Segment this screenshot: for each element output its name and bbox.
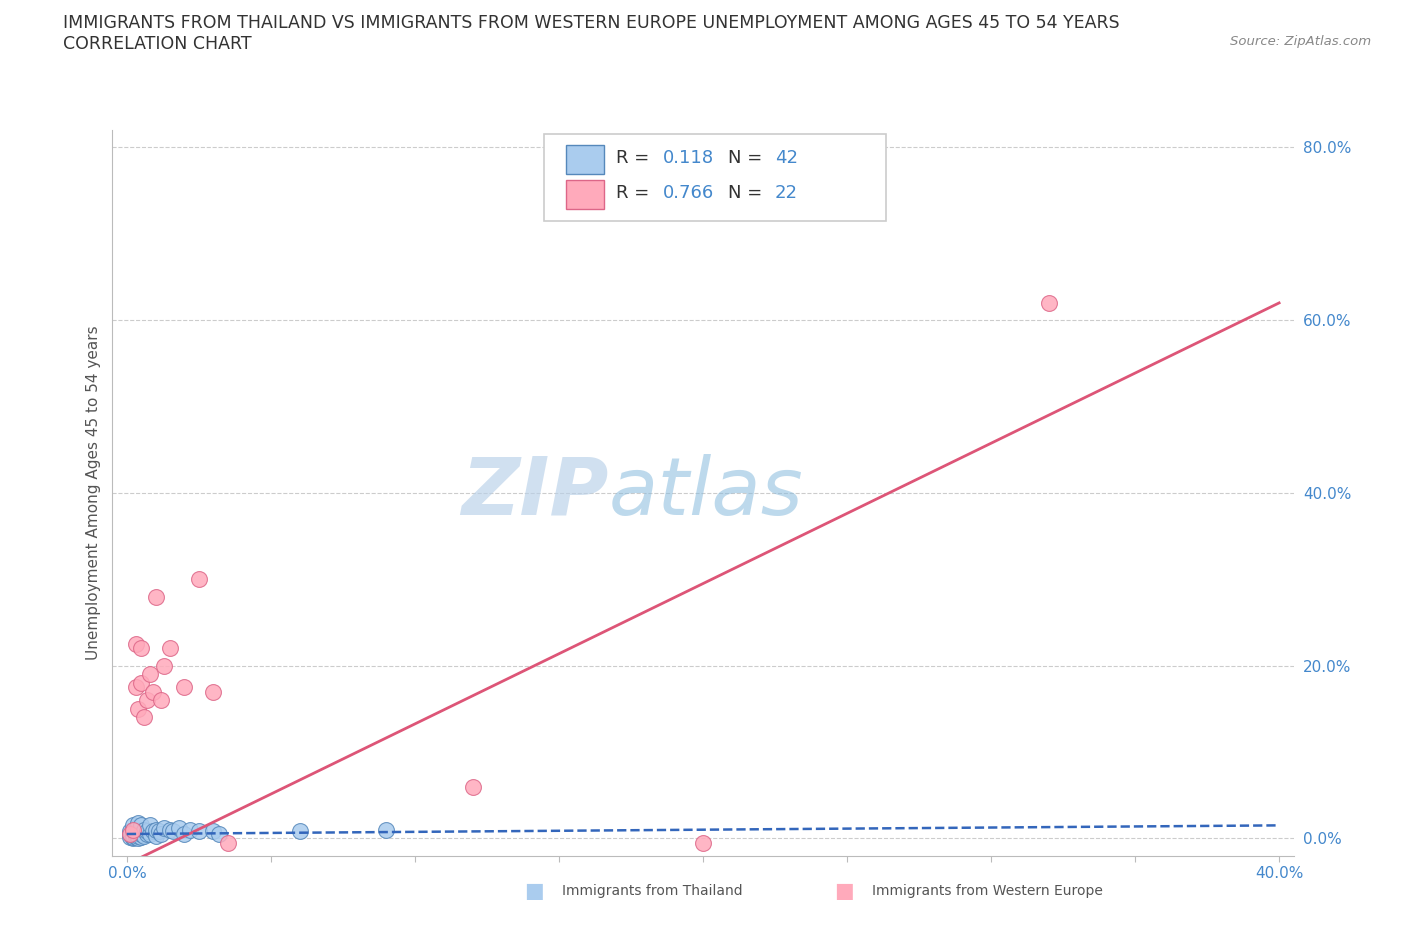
Point bbox=[139, 818, 162, 833]
Point bbox=[129, 827, 152, 842]
Text: ■: ■ bbox=[834, 881, 853, 901]
Point bbox=[124, 827, 146, 842]
Point bbox=[159, 641, 181, 656]
FancyBboxPatch shape bbox=[567, 179, 603, 208]
Y-axis label: Unemployment Among Ages 45 to 54 years: Unemployment Among Ages 45 to 54 years bbox=[86, 326, 101, 660]
Point bbox=[118, 827, 141, 842]
Point bbox=[142, 824, 165, 839]
Point bbox=[145, 589, 167, 604]
Point bbox=[127, 830, 149, 845]
Text: R =: R = bbox=[616, 149, 655, 166]
Point bbox=[129, 818, 152, 833]
Point bbox=[1038, 296, 1060, 311]
Text: IMMIGRANTS FROM THAILAND VS IMMIGRANTS FROM WESTERN EUROPE UNEMPLOYMENT AMONG AG: IMMIGRANTS FROM THAILAND VS IMMIGRANTS F… bbox=[63, 14, 1121, 32]
Point bbox=[187, 824, 209, 839]
Point bbox=[159, 822, 181, 837]
Point bbox=[134, 710, 156, 724]
Point bbox=[121, 818, 143, 833]
Point bbox=[124, 637, 146, 652]
Point bbox=[202, 824, 225, 839]
Point bbox=[124, 680, 146, 695]
Text: ZIP: ZIP bbox=[461, 454, 609, 532]
Point bbox=[461, 779, 484, 794]
Text: Immigrants from Thailand: Immigrants from Thailand bbox=[562, 884, 742, 898]
Point bbox=[127, 816, 149, 830]
Point bbox=[121, 830, 143, 845]
Point bbox=[127, 829, 149, 844]
Point bbox=[153, 820, 176, 835]
Text: 22: 22 bbox=[775, 184, 799, 203]
Text: Immigrants from Western Europe: Immigrants from Western Europe bbox=[872, 884, 1102, 898]
Point bbox=[145, 822, 167, 837]
Text: N =: N = bbox=[728, 184, 768, 203]
Point bbox=[118, 824, 141, 839]
Point bbox=[121, 828, 143, 843]
Point bbox=[179, 822, 201, 837]
Text: atlas: atlas bbox=[609, 454, 803, 532]
Text: 42: 42 bbox=[775, 149, 799, 166]
Point bbox=[148, 824, 170, 839]
Point bbox=[124, 820, 146, 835]
Point bbox=[208, 827, 231, 842]
Point bbox=[692, 835, 714, 850]
Point bbox=[217, 835, 239, 850]
Point bbox=[136, 824, 159, 839]
Text: 0.766: 0.766 bbox=[662, 184, 714, 203]
Point bbox=[121, 822, 143, 837]
Point bbox=[121, 822, 143, 837]
Text: 0.118: 0.118 bbox=[662, 149, 714, 166]
Point bbox=[124, 830, 146, 844]
Point bbox=[121, 830, 143, 844]
FancyBboxPatch shape bbox=[567, 145, 603, 174]
Point bbox=[139, 667, 162, 682]
Point bbox=[127, 701, 149, 716]
Point bbox=[118, 827, 141, 842]
Text: R =: R = bbox=[616, 184, 655, 203]
Point bbox=[129, 675, 152, 690]
Point bbox=[136, 827, 159, 842]
FancyBboxPatch shape bbox=[544, 134, 886, 221]
Point bbox=[127, 822, 149, 837]
Text: Source: ZipAtlas.com: Source: ZipAtlas.com bbox=[1230, 35, 1371, 48]
Point bbox=[173, 827, 195, 842]
Text: ■: ■ bbox=[524, 881, 544, 901]
Point bbox=[127, 826, 149, 841]
Point bbox=[162, 824, 184, 839]
Point bbox=[136, 693, 159, 708]
Point bbox=[153, 658, 176, 673]
Point bbox=[145, 829, 167, 844]
Point bbox=[187, 572, 209, 587]
Point bbox=[134, 822, 156, 837]
Point bbox=[129, 641, 152, 656]
Point bbox=[142, 684, 165, 699]
Point bbox=[288, 824, 311, 839]
Point bbox=[150, 827, 173, 842]
Point bbox=[202, 684, 225, 699]
Text: CORRELATION CHART: CORRELATION CHART bbox=[63, 35, 252, 53]
Point bbox=[129, 830, 152, 844]
Point bbox=[134, 829, 156, 844]
Point bbox=[118, 830, 141, 844]
Point bbox=[167, 820, 190, 835]
Point bbox=[375, 822, 398, 837]
Point bbox=[139, 827, 162, 842]
Point bbox=[150, 693, 173, 708]
Point bbox=[124, 824, 146, 839]
Text: N =: N = bbox=[728, 149, 768, 166]
Point bbox=[173, 680, 195, 695]
